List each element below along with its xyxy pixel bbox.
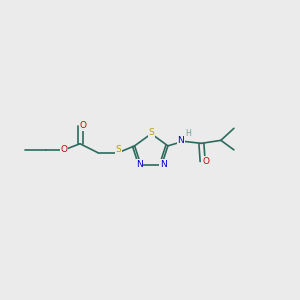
Text: N: N — [136, 160, 143, 169]
Text: N: N — [160, 160, 167, 169]
Text: O: O — [80, 121, 87, 130]
Text: N: N — [178, 136, 184, 145]
Text: S: S — [116, 145, 122, 154]
Text: O: O — [60, 145, 67, 154]
Text: H: H — [185, 129, 191, 138]
Text: O: O — [202, 157, 210, 166]
Text: S: S — [148, 128, 154, 137]
